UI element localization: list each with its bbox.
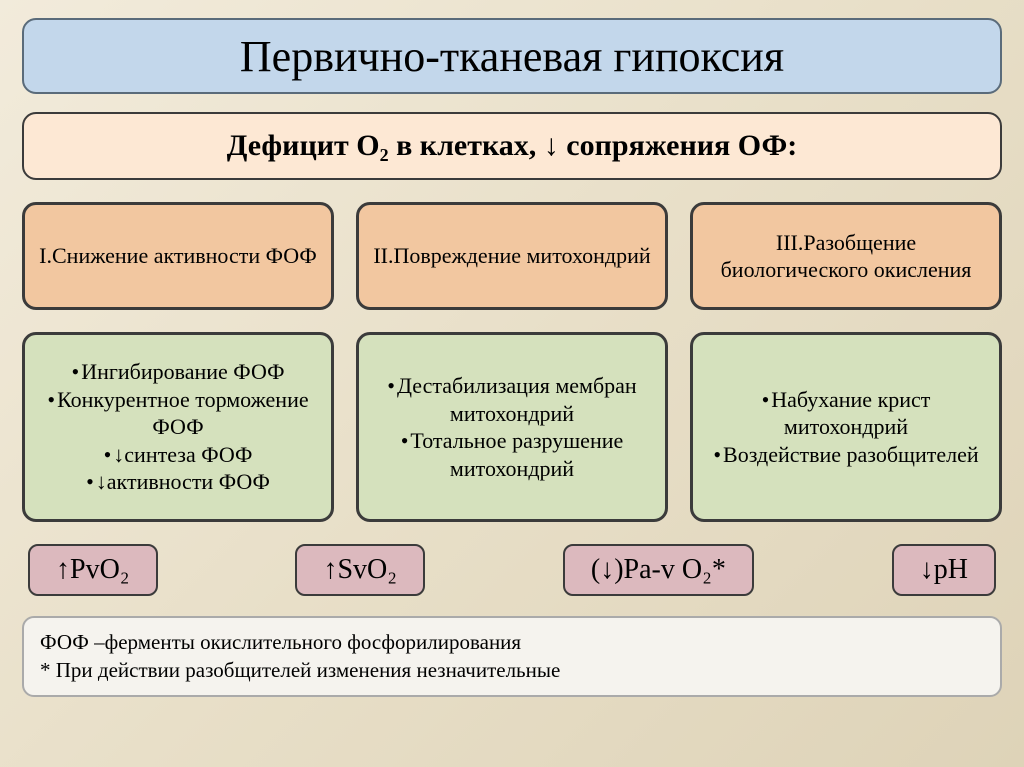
cause-text: II.Повреждение митохондрий xyxy=(373,242,650,270)
detail-list: Набухание крист митохондрий Воздействие … xyxy=(711,386,981,469)
result-text: (↓)Pa-v О₂* xyxy=(591,554,726,586)
detail-item: Конкурентное торможение ФОФ xyxy=(43,386,313,441)
detail-item: Дестабилизация мембран митохондрий xyxy=(377,372,647,427)
footnote-line: ФОФ –ферменты окислительного фосфорилиро… xyxy=(40,628,984,656)
subtitle-box: Дефицит О₂ в клетках, ↓ сопряжения ОФ: xyxy=(22,112,1002,180)
detail-item: Ингибирование ФОФ xyxy=(43,358,313,386)
subtitle-text: Дефицит О₂ в клетках, ↓ сопряжения ОФ: xyxy=(227,127,798,165)
footnote-line: * При действии разобщителей изменения не… xyxy=(40,656,984,684)
detail-box-2: Дестабилизация мембран митохондрий Тотал… xyxy=(356,332,668,522)
result-box-1: ↑РvО₂ xyxy=(28,544,158,596)
detail-box-1: Ингибирование ФОФ Конкурентное торможени… xyxy=(22,332,334,522)
result-text: ↑РvО₂ xyxy=(56,554,130,586)
footnote-box: ФОФ –ферменты окислительного фосфорилиро… xyxy=(22,616,1002,697)
detail-item: Тотальное разрушение митохондрий xyxy=(377,427,647,482)
detail-item: ↓синтеза ФОФ xyxy=(43,441,313,469)
result-box-2: ↑SvО₂ xyxy=(295,544,425,596)
detail-list: Дестабилизация мембран митохондрий Тотал… xyxy=(377,372,647,482)
cause-text: I.Снижение активности ФОФ xyxy=(39,242,317,270)
detail-item: Воздействие разобщителей xyxy=(711,441,981,469)
cause-box-1: I.Снижение активности ФОФ xyxy=(22,202,334,310)
cause-text: III.Разобщение биологического окисления xyxy=(707,229,985,284)
cause-box-2: II.Повреждение митохондрий xyxy=(356,202,668,310)
title-box: Первично-тканевая гипоксия xyxy=(22,18,1002,94)
detail-item: ↓активности ФОФ xyxy=(43,468,313,496)
results-row: ↑РvО₂ ↑SvО₂ (↓)Pa-v О₂* ↓рН xyxy=(22,544,1002,596)
causes-row: I.Снижение активности ФОФ II.Повреждение… xyxy=(22,202,1002,310)
result-box-4: ↓рН xyxy=(892,544,996,596)
result-box-3: (↓)Pa-v О₂* xyxy=(563,544,754,596)
detail-list: Ингибирование ФОФ Конкурентное торможени… xyxy=(43,358,313,496)
detail-box-3: Набухание крист митохондрий Воздействие … xyxy=(690,332,1002,522)
detail-item: Набухание крист митохондрий xyxy=(711,386,981,441)
title-text: Первично-тканевая гипоксия xyxy=(240,29,784,84)
cause-box-3: III.Разобщение биологического окисления xyxy=(690,202,1002,310)
result-text: ↑SvО₂ xyxy=(323,554,397,586)
details-row: Ингибирование ФОФ Конкурентное торможени… xyxy=(22,332,1002,522)
result-text: ↓рН xyxy=(920,554,968,586)
